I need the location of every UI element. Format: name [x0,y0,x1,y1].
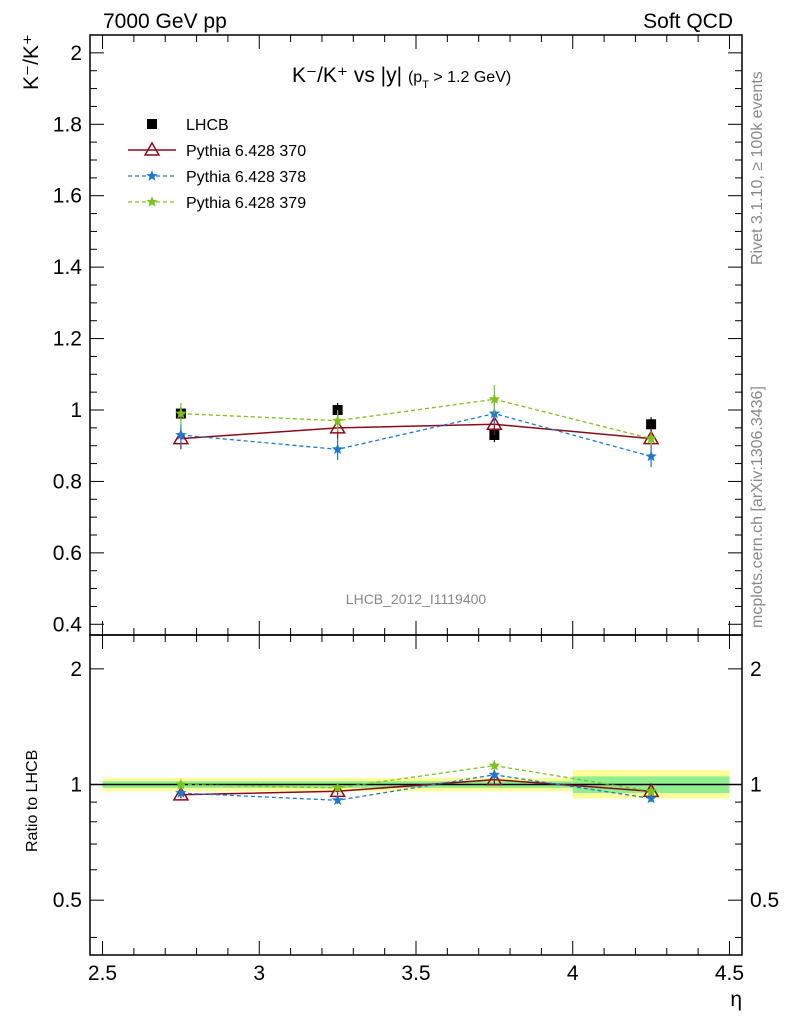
ratio-point-p379 [488,759,501,771]
point-data [646,419,657,430]
series-line-p379 [180,398,652,440]
ratio-y-tick-label: 0.5 [53,889,82,912]
point-p379 [175,407,187,419]
main-title-sub-open: (p [408,69,422,86]
x-tick-label: 3 [253,962,265,985]
y-tick-label: 1.6 [53,185,82,208]
y-tick-label: 1 [70,399,82,422]
ratio-point-p378 [175,787,187,798]
x-tick-label: 2.5 [88,962,117,985]
ratio-plot-area: 2.5 3 3.5 4 4.5 0.5 0.5 1 1 2 2 [53,634,779,985]
y-tick-label: 1.2 [53,328,82,351]
point-p378 [331,443,344,455]
ratio-y-tick-label: 1 [70,774,82,797]
series-line-p378 [180,412,652,458]
source-label: mcplots.cern.ch [arXiv:1306.3436] [749,386,766,628]
ratio-y-tick-label-right: 0.5 [750,889,779,912]
ratio-point-p379 [175,778,187,790]
legend-marker-p379 [146,196,158,207]
y-tick-label: 1.4 [53,256,83,279]
point-p378 [645,450,657,462]
main-title-sub-tail: > 1.2 GeV) [429,69,511,86]
ratio-point-p379 [645,785,657,797]
point-p370 [329,419,346,434]
ratio-y-tick-label-right: 2 [750,658,762,681]
x-tick-label: 4 [567,962,579,985]
legend: LHCB Pythia 6.428 370 Pythia 6.428 378 Pyth… [128,117,306,212]
main-plot-area: 0.4 0.6 0.8 1 1.2 1.4 1.6 1.8 2 [53,34,743,955]
legend-marker-p370 [143,141,161,156]
y-tick-label: 0.4 [53,613,83,636]
ratio-y-tick-label-right: 1 [750,774,762,797]
analysis-watermark: LHCB_2012_I1119400 [346,591,487,607]
point-p370 [486,415,503,431]
legend-marker-data [147,119,157,129]
ratio-line-p378 [180,774,652,801]
ratio-y-axis-label: Ratio to LHCB [24,750,41,852]
ratio-point-p378 [645,792,657,804]
point-p379 [645,432,657,444]
header-right: Soft QCD [643,10,733,33]
point-p379 [331,414,344,426]
x-axis-label: η [730,988,742,1011]
point-p378 [175,429,187,440]
legend-label-p370: Pythia 6.428 370 [186,143,306,160]
x-tick-label: 3.5 [401,962,430,985]
main-title-text: K⁻/K⁺ vs |y| [292,64,402,87]
main-title-sub-index: T [422,79,429,91]
rivet-label: Rivet 3.1.10, ≥ 100k events [749,71,766,265]
ratio-frame [89,634,743,956]
legend-label-data: LHCB [186,117,229,134]
ratio-line-p379 [180,764,652,792]
legend-label-p378: Pythia 6.428 378 [186,169,306,186]
ratio-point-p378 [331,794,344,806]
header-left: 7000 GeV pp [103,10,227,33]
y-tick-label: 2 [70,42,82,65]
ratio-point-p378 [488,768,501,780]
y-tick-label: 0.8 [53,470,82,493]
y-tick-label: 0.6 [53,542,82,565]
main-y-axis-label: K⁻/K⁺ [20,34,43,90]
series-line-p370 [180,423,652,440]
ratio-y-tick-label: 2 [70,658,82,681]
ratio-line-p370 [180,778,652,796]
ratio-point-p379 [331,781,344,793]
point-p379 [488,393,501,405]
legend-label-p379: Pythia 6.428 379 [186,195,306,212]
ratio-point-p370 [486,771,503,786]
y-tick-label: 1.8 [53,113,82,136]
main-title-sub: (pT > 1.2 GeV) [408,69,511,91]
x-tick-label: 4.5 [715,962,744,985]
main-title: K⁻/K⁺ vs |y| (pT > 1.2 GeV) [292,64,511,91]
legend-marker-p378 [146,170,158,181]
